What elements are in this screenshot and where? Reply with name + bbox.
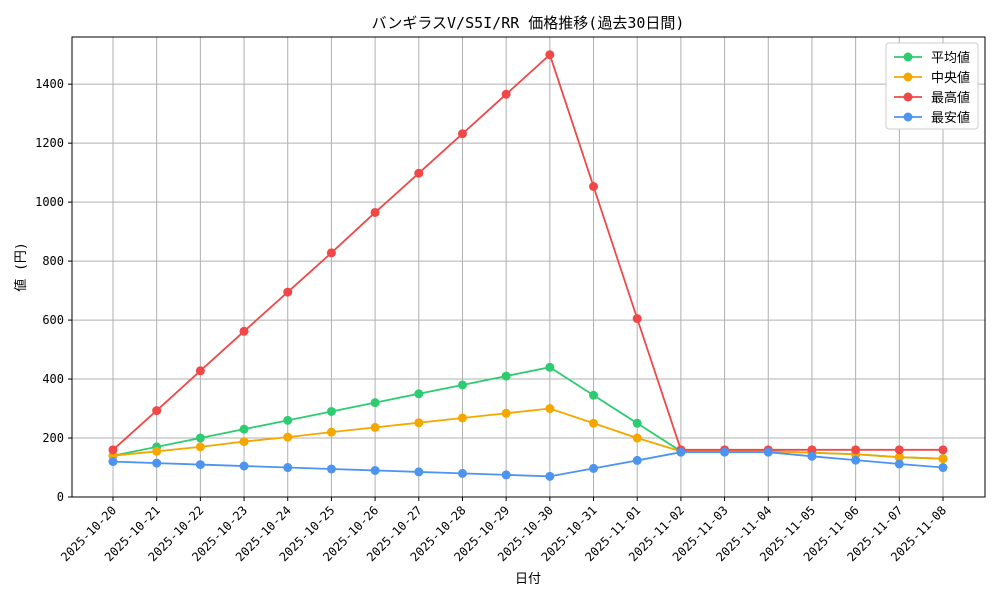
- data-point: [326, 248, 336, 258]
- data-point: [938, 445, 948, 455]
- legend-label: 平均値: [931, 50, 970, 66]
- y-tick-label: 400: [42, 372, 64, 386]
- y-tick-label: 800: [42, 254, 64, 268]
- legend-box: [885, 42, 979, 130]
- data-point: [152, 446, 162, 456]
- data-point: [414, 168, 424, 178]
- data-point: [632, 455, 642, 465]
- data-point: [894, 445, 904, 455]
- data-point: [326, 406, 336, 416]
- data-point: [239, 326, 249, 336]
- data-point: [283, 432, 293, 442]
- data-point: [545, 362, 555, 372]
- data-point: [108, 445, 118, 455]
- data-point: [589, 390, 599, 400]
- data-point: [195, 442, 205, 452]
- data-point: [370, 207, 380, 217]
- data-point: [457, 468, 467, 478]
- y-tick-label: 600: [42, 313, 64, 327]
- data-point: [457, 129, 467, 139]
- y-axis-title: 値 (円): [13, 242, 29, 291]
- data-point: [545, 471, 555, 481]
- data-point: [414, 418, 424, 428]
- series-line: [112, 451, 944, 478]
- legend-label: 中央値: [931, 70, 970, 86]
- y-tick-label: 1200: [35, 136, 64, 150]
- data-point: [501, 470, 511, 480]
- data-point: [676, 447, 686, 457]
- data-point: [851, 445, 861, 455]
- axes-layer: 2025-10-202025-10-212025-10-222025-10-23…: [35, 36, 986, 564]
- data-point: [807, 451, 817, 461]
- series-line: [112, 53, 943, 451]
- series-line: [112, 407, 944, 460]
- data-point: [414, 467, 424, 477]
- data-point: [283, 463, 293, 473]
- series-3: [108, 447, 948, 481]
- data-point: [720, 447, 730, 457]
- x-axis-title: 日付: [515, 572, 541, 587]
- series-line: [112, 366, 944, 460]
- data-point: [632, 418, 642, 428]
- data-point: [938, 463, 948, 473]
- data-point: [457, 413, 467, 423]
- data-point: [807, 445, 817, 455]
- data-point: [894, 452, 904, 462]
- legend-swatch-marker: [903, 112, 913, 122]
- data-point: [239, 424, 249, 434]
- data-point: [108, 457, 118, 467]
- legend-swatch-marker: [903, 72, 913, 82]
- y-tick-label: 200: [42, 431, 64, 445]
- plot-frame: [71, 36, 986, 498]
- data-point: [632, 314, 642, 324]
- data-point: [370, 398, 380, 408]
- data-point: [589, 182, 599, 191]
- data-point: [326, 427, 336, 437]
- y-tick-label: 1400: [35, 77, 64, 91]
- legend-label: 最高値: [931, 90, 970, 106]
- data-point: [589, 418, 599, 428]
- data-point: [501, 408, 511, 418]
- series-0: [108, 362, 948, 464]
- legend-swatch-marker: [903, 52, 913, 62]
- data-point: [501, 371, 511, 381]
- data-point: [414, 389, 424, 399]
- data-point: [763, 447, 773, 457]
- data-point: [370, 422, 380, 432]
- series-2: [108, 50, 948, 455]
- data-point: [938, 454, 948, 464]
- data-point: [152, 406, 162, 416]
- y-tick-label: 0: [57, 490, 64, 504]
- data-point: [851, 455, 861, 465]
- data-point: [894, 459, 904, 469]
- data-point: [195, 366, 205, 376]
- series-layer: [108, 50, 948, 481]
- data-point: [545, 50, 555, 60]
- data-point: [457, 380, 467, 390]
- y-tick-label: 1000: [35, 195, 64, 209]
- data-point: [283, 415, 293, 425]
- chart-title: バンギラスV/S5I/RR 価格推移(過去30日間): [372, 14, 685, 32]
- data-point: [195, 460, 205, 470]
- data-point: [195, 433, 205, 443]
- grid-layer: [72, 37, 985, 498]
- data-point: [545, 404, 555, 414]
- data-point: [632, 433, 642, 443]
- data-point: [239, 461, 249, 471]
- data-point: [152, 458, 162, 468]
- data-point: [326, 464, 336, 474]
- data-point: [239, 437, 249, 447]
- data-point: [589, 463, 599, 473]
- data-point: [370, 465, 380, 475]
- legend-label: 最安値: [931, 110, 970, 126]
- data-point: [283, 287, 293, 297]
- legend-swatch-marker: [903, 92, 913, 102]
- data-point: [501, 89, 511, 99]
- series-1: [108, 404, 948, 464]
